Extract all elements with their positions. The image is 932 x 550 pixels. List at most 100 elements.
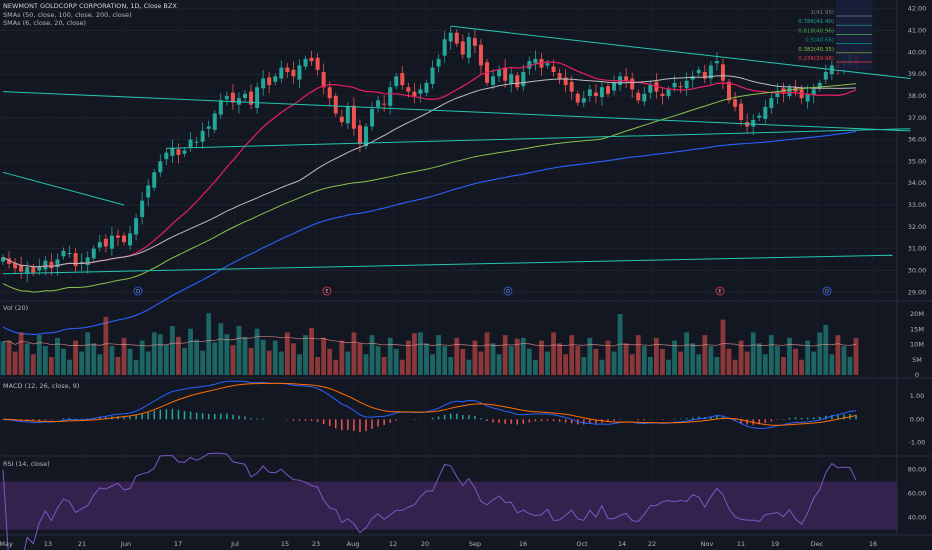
fib-label: 0.382(40.35)	[798, 47, 834, 53]
volume-bar	[702, 335, 708, 375]
event-marker-label: E	[325, 289, 328, 295]
candle-body	[327, 87, 332, 99]
volume-bar	[133, 359, 139, 375]
volume-bar	[139, 340, 145, 375]
volume-tick-label: 5M	[912, 356, 922, 364]
sma-20-line	[2, 61, 857, 268]
volume-bar	[436, 335, 441, 375]
candle-body	[85, 257, 90, 266]
rsi-tick-label: 40.00	[908, 514, 927, 522]
candle-body	[684, 80, 689, 89]
sma-long-label: SMAs (50, close, 100, close, 200, close)	[3, 11, 132, 19]
vol-label: Vol (20)	[3, 304, 28, 312]
event-marker-label: E	[718, 289, 721, 295]
volume-bar	[545, 351, 550, 375]
time-tick-label: Nov	[701, 540, 714, 548]
macd-label: MACD (12, 26, close, 9)	[3, 382, 79, 390]
candle-body	[503, 67, 508, 81]
volume-bar	[42, 346, 48, 375]
price-tick-label: 41.00	[908, 27, 927, 35]
volume-bar	[103, 316, 109, 375]
volume-bar	[617, 314, 623, 375]
volume-bar	[284, 332, 290, 375]
candle-body	[769, 98, 774, 108]
volume-bar	[405, 340, 411, 375]
volume-bar	[236, 325, 242, 375]
volume-bar	[424, 343, 429, 375]
time-tick-label: 13	[44, 540, 52, 548]
candle-body	[751, 119, 756, 127]
time-tick-label: 23	[312, 540, 320, 548]
candle-body	[357, 125, 362, 144]
candle-body	[660, 93, 665, 96]
time-tick-label: Jun	[120, 540, 131, 548]
volume-bar	[418, 332, 423, 375]
candle-body	[587, 89, 592, 96]
volume-bar	[218, 323, 224, 375]
volume-bar	[369, 335, 375, 375]
candle-body	[478, 44, 483, 66]
volume-tick-label: 0	[915, 371, 919, 379]
volume-bar	[829, 354, 835, 375]
volume-bar	[756, 343, 762, 375]
candle-body	[557, 73, 562, 79]
volume-bar	[254, 328, 260, 375]
candle-body	[624, 76, 629, 81]
volume-bar	[327, 348, 333, 375]
volume-bar	[339, 340, 345, 375]
price-tick-label: 30.00	[908, 266, 927, 274]
price-tick-label: 37.00	[908, 114, 927, 122]
event-marker	[503, 286, 513, 296]
candle-body	[533, 58, 538, 64]
volume-bar	[805, 340, 811, 375]
candle-body	[412, 91, 417, 96]
sma-200-line	[2, 131, 857, 336]
candle-body	[224, 95, 229, 100]
candle-body	[593, 92, 598, 96]
time-tick-label: 15	[281, 540, 289, 548]
candle-body	[273, 76, 278, 82]
volume-bar	[200, 350, 206, 375]
volume-bar	[399, 359, 405, 375]
volume-bar	[357, 343, 363, 375]
volume-bar	[309, 327, 314, 375]
candle-body	[170, 148, 175, 156]
volume-bar	[12, 351, 18, 375]
volume-bar	[502, 335, 508, 375]
candle-body	[394, 76, 399, 87]
candle-body	[448, 32, 453, 42]
volume-bar	[73, 340, 78, 375]
volume-bar	[539, 340, 544, 375]
volume-bar	[85, 332, 91, 375]
candle-body	[521, 71, 526, 87]
candle-body	[176, 149, 181, 155]
candle-body	[164, 152, 169, 160]
candle-body	[158, 161, 163, 173]
volume-bar	[581, 357, 587, 375]
volume-bar	[278, 351, 284, 375]
volume-bar	[212, 342, 218, 375]
candle-body	[648, 85, 653, 93]
candle-body	[134, 218, 139, 235]
chart-title: NEWMONT GOLDCORP CORPORATION, 1D, Close …	[3, 2, 177, 10]
volume-bar	[61, 348, 66, 375]
volume-bar	[478, 351, 484, 375]
candle-body	[345, 106, 350, 124]
candle-body	[690, 76, 695, 80]
time-tick-label: Aug	[347, 540, 360, 548]
time-tick-label: 21	[78, 540, 86, 548]
candle-body	[509, 74, 514, 84]
price-tick-label: 36.00	[908, 136, 927, 144]
volume-bar	[593, 348, 599, 375]
volume-bar	[672, 340, 677, 375]
volume-bar	[194, 339, 199, 375]
volume-bar	[121, 337, 127, 375]
volume-bar	[775, 346, 780, 375]
volume-bar	[393, 348, 399, 375]
volume-ma-line	[2, 336, 857, 347]
candle-body	[678, 86, 683, 88]
candle-body	[55, 259, 60, 268]
volume-bar	[684, 332, 690, 375]
candle-body	[612, 82, 617, 91]
